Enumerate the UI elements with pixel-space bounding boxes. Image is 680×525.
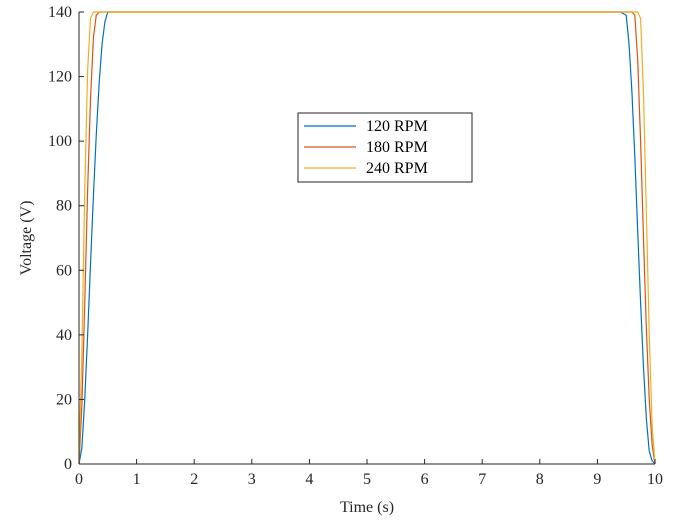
- series-line-2: [78, 11, 656, 465]
- y-tick-label: 0: [64, 456, 72, 473]
- x-tick-label: 6: [421, 471, 429, 488]
- y-tick-label: 20: [56, 391, 72, 408]
- x-axis-title: Time (s): [340, 499, 394, 516]
- y-tick-label: 40: [56, 327, 72, 344]
- series-line-1: [78, 11, 656, 465]
- legend-label-1: 120 RPM: [366, 118, 428, 135]
- x-tick-label: 0: [75, 471, 83, 488]
- legend-label-3: 240 RPM: [366, 160, 428, 177]
- x-tick-label: 2: [190, 471, 198, 488]
- x-tick-label: 10: [647, 471, 663, 488]
- series-line-3: [78, 11, 656, 465]
- y-tick-label: 140: [48, 4, 72, 21]
- y-tick-label: 100: [48, 133, 72, 150]
- x-tick-label: 3: [248, 471, 256, 488]
- y-tick-label: 120: [48, 69, 72, 86]
- x-tick-label: 9: [593, 471, 601, 488]
- legend-label-2: 180 RPM: [366, 139, 428, 156]
- x-tick-label: 5: [363, 471, 371, 488]
- x-tick-label: 8: [536, 471, 544, 488]
- x-tick-label: 1: [133, 471, 141, 488]
- y-axis-title: Voltage (V): [18, 201, 35, 276]
- y-tick-label: 80: [56, 198, 72, 215]
- x-tick-label: 7: [478, 471, 486, 488]
- x-tick-label: 4: [305, 471, 313, 488]
- y-tick-label: 60: [56, 262, 72, 279]
- legend: 120 RPM 180 RPM 240 RPM: [297, 112, 473, 183]
